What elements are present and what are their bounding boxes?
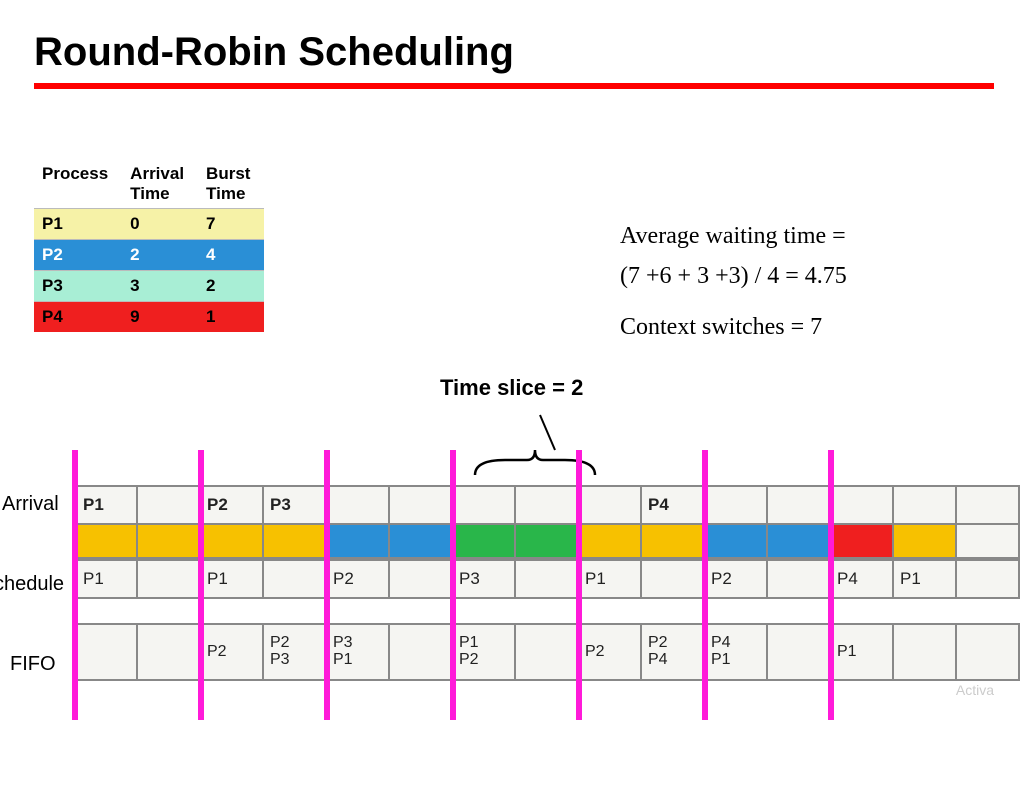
arrival-cell — [831, 487, 894, 523]
fifo-cell: P4P1 — [705, 625, 768, 679]
table-row: P107 — [34, 209, 264, 240]
exec-color-cell — [894, 525, 957, 557]
time-divider — [72, 450, 78, 720]
time-divider — [324, 450, 330, 720]
row-label-arrival: Arrival — [2, 493, 59, 516]
row-label-schedule: schedule — [0, 573, 64, 596]
exec-color-cell — [642, 525, 705, 557]
arrival-cell: P3 — [264, 487, 327, 523]
schedule-cell: P2 — [705, 561, 768, 597]
table-header: ArrivalTime — [122, 160, 198, 209]
fifo-cell: P3P1 — [327, 625, 390, 679]
schedule-cell: P1 — [894, 561, 957, 597]
fifo-cell: P1 — [831, 625, 894, 679]
table-row: P491 — [34, 302, 264, 333]
fifo-cell: P2P3 — [264, 625, 327, 679]
schedule-cell: P1 — [201, 561, 264, 597]
arrival-cell — [138, 487, 201, 523]
schedule-cell — [768, 561, 831, 597]
arrival-cell: P1 — [75, 487, 138, 523]
exec-color-cell — [327, 525, 390, 557]
schedule-cell — [516, 561, 579, 597]
arrival-cell — [327, 487, 390, 523]
exec-color-cell — [516, 525, 579, 557]
page-title: Round-Robin Scheduling — [34, 30, 1024, 75]
time-divider — [576, 450, 582, 720]
exec-color-cell — [390, 525, 453, 557]
fifo-cell: P2P4 — [642, 625, 705, 679]
fifo-cell: P2 — [201, 625, 264, 679]
watermark: Activa — [956, 682, 994, 698]
process-table: ProcessArrivalTimeBurstTime P107P224P332… — [34, 160, 264, 332]
table-row: P332 — [34, 271, 264, 302]
fifo-cell — [894, 625, 957, 679]
time-divider — [198, 450, 204, 720]
arrival-cell — [768, 487, 831, 523]
context-switches: Context switches = 7 — [620, 311, 847, 343]
fifo-cell — [138, 625, 201, 679]
exec-color-cell — [768, 525, 831, 557]
arrival-cell — [894, 487, 957, 523]
schedule-cell — [138, 561, 201, 597]
row-label-fifo: FIFO — [10, 653, 56, 676]
table-row: P224 — [34, 240, 264, 271]
schedule-cell: P1 — [579, 561, 642, 597]
schedule-cell: P4 — [831, 561, 894, 597]
fifo-cell: P1P2 — [453, 625, 516, 679]
schedule-cell: P3 — [453, 561, 516, 597]
brace-icon — [445, 405, 625, 495]
arrival-cell — [705, 487, 768, 523]
schedule-cell — [264, 561, 327, 597]
fifo-cell — [75, 625, 138, 679]
avg-wait-label: Average waiting time = — [620, 220, 847, 252]
exec-color-cell — [201, 525, 264, 557]
table-header: Process — [34, 160, 122, 209]
exec-color-cell — [831, 525, 894, 557]
exec-color-cell — [705, 525, 768, 557]
fifo-cell — [516, 625, 579, 679]
fifo-cell — [768, 625, 831, 679]
time-divider — [702, 450, 708, 720]
time-slice-label: Time slice = 2 — [440, 375, 583, 401]
stats-block: Average waiting time = (7 +6 + 3 +3) / 4… — [620, 220, 847, 351]
title-underline — [34, 83, 994, 89]
table-header: BurstTime — [198, 160, 264, 209]
time-divider — [828, 450, 834, 720]
exec-color-cell — [957, 525, 1020, 557]
arrival-cell: P2 — [201, 487, 264, 523]
exec-color-cell — [264, 525, 327, 557]
arrival-cell — [957, 487, 1020, 523]
exec-color-cell — [453, 525, 516, 557]
arrival-cell — [390, 487, 453, 523]
exec-color-cell — [579, 525, 642, 557]
schedule-cell: P1 — [75, 561, 138, 597]
time-divider — [450, 450, 456, 720]
fifo-cell: P2 — [579, 625, 642, 679]
exec-color-cell — [75, 525, 138, 557]
schedule-cell — [390, 561, 453, 597]
avg-wait-value: (7 +6 + 3 +3) / 4 = 4.75 — [620, 260, 847, 292]
fifo-cell — [957, 625, 1020, 679]
arrival-cell: P4 — [642, 487, 705, 523]
exec-color-cell — [138, 525, 201, 557]
schedule-cell — [642, 561, 705, 597]
fifo-cell — [390, 625, 453, 679]
schedule-cell: P2 — [327, 561, 390, 597]
schedule-cell — [957, 561, 1020, 597]
